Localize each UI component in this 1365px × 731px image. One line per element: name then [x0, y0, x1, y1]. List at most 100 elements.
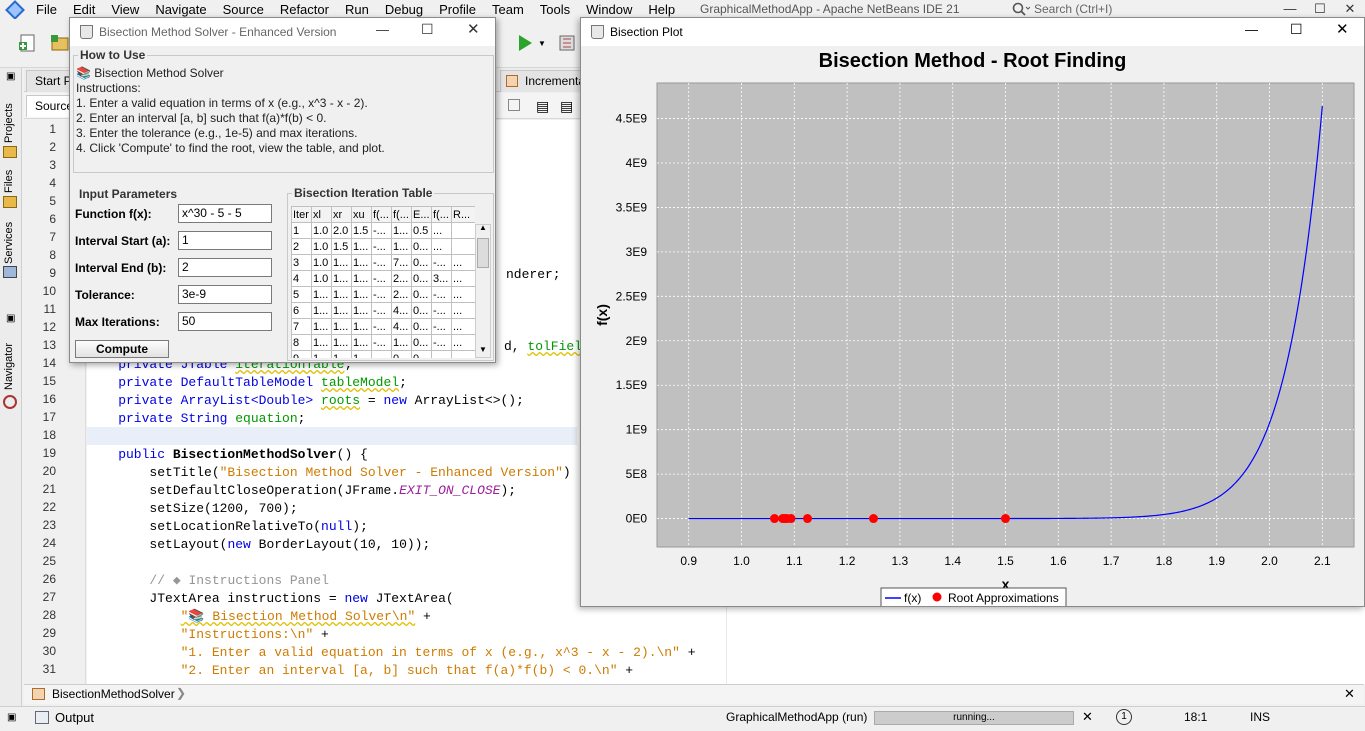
menu-run[interactable]: Run	[344, 2, 369, 17]
minimize-icon[interactable]: —	[1283, 1, 1297, 16]
output-tab[interactable]: Output	[55, 710, 95, 725]
stop-macro-icon[interactable]	[508, 99, 520, 111]
table-cell: 1...	[311, 286, 332, 303]
uncomment-icon[interactable]: ▤	[560, 98, 574, 114]
menu-window[interactable]: Window	[586, 2, 633, 17]
minimize-icon[interactable]: —	[376, 22, 389, 37]
close-navbar-icon[interactable]: ✕	[1344, 686, 1355, 701]
y-tick-label: 4E9	[626, 156, 648, 170]
notifications-icon[interactable]: 1	[1116, 709, 1132, 725]
table-row[interactable]: 2 1.0 1.5 1... -... 1... 0......	[291, 238, 475, 255]
menu-view[interactable]: View	[111, 2, 140, 17]
tab-files[interactable]: Files	[3, 169, 15, 193]
maximize-icon[interactable]: ☐	[1314, 1, 1326, 16]
tab-source[interactable]: Source	[26, 95, 83, 117]
solver-titlebar[interactable]: Bisection Method Solver - Enhanced Versi…	[70, 18, 495, 46]
restore-output-icon[interactable]: ▣	[7, 712, 17, 723]
comment-icon[interactable]: ▤	[536, 98, 550, 114]
menu-team[interactable]: Team	[492, 2, 524, 17]
tolerance-input[interactable]: 3e-9	[178, 285, 272, 304]
tab-projects[interactable]: Projects	[3, 103, 15, 143]
menu-refactor[interactable]: Refactor	[279, 2, 329, 17]
tolerance-label: Tolerance:	[75, 288, 135, 302]
table-column-header[interactable]: xu	[351, 206, 372, 223]
table-column-header[interactable]: E...	[411, 206, 432, 223]
line-number: 4	[49, 176, 56, 190]
menu-profile[interactable]: Profile	[439, 2, 476, 17]
scroll-thumb[interactable]	[477, 238, 489, 268]
navbar-class-name[interactable]: BisectionMethodSolver	[52, 687, 175, 701]
table-row[interactable]: 1 1.0 2.0 1.5 -... 1... 0.5...	[291, 222, 475, 239]
minimize-icon[interactable]: —	[1245, 22, 1258, 37]
ide-search-box[interactable]: Search (Ctrl+I)	[1012, 1, 1212, 17]
table-scrollbar[interactable]: ▲ ▼	[475, 223, 491, 358]
line-number: 19	[42, 446, 56, 460]
tab-navigator[interactable]: Navigator	[3, 342, 15, 390]
plot-window: Bisection Plot — ☐ ✕ Bisection Method - …	[580, 17, 1365, 607]
table-cell: -...	[371, 350, 392, 358]
menu-tools[interactable]: Tools	[539, 2, 571, 17]
table-cell: 1...	[391, 222, 412, 239]
table-column-header[interactable]: f(...	[391, 206, 412, 223]
menu-debug[interactable]: Debug	[384, 2, 424, 17]
table-cell: 1...	[351, 334, 372, 351]
table-column-header[interactable]: Iter	[291, 206, 312, 223]
restore-panel-icon[interactable]: ▣	[6, 71, 16, 82]
close-icon[interactable]: ✕	[1344, 1, 1356, 16]
table-cell: 0.5	[411, 222, 432, 239]
x-tick-label: 1.0	[733, 554, 750, 568]
line-number: 14	[42, 356, 56, 370]
new-project-icon[interactable]	[50, 33, 70, 53]
table-column-header[interactable]: R...	[451, 206, 475, 223]
table-cell: -...	[431, 286, 452, 303]
table-row[interactable]: 5 1... 1... 1... -... 2... 0... -......	[291, 286, 475, 303]
table-column-header[interactable]: xr	[331, 206, 352, 223]
compute-button[interactable]: Compute	[75, 340, 169, 358]
menu-file[interactable]: File	[36, 2, 57, 17]
table-row[interactable]: 91...1...1...-...0...0...-......	[291, 350, 475, 358]
max-iterations-label: Max Iterations:	[75, 315, 160, 329]
run-icon[interactable]	[515, 33, 535, 53]
root-approximation-point	[868, 514, 878, 524]
line-number: 11	[43, 302, 56, 316]
menu-edit[interactable]: Edit	[72, 2, 96, 17]
scroll-down-icon[interactable]: ▼	[479, 345, 487, 354]
plot-titlebar[interactable]: Bisection Plot — ☐ ✕	[581, 18, 1364, 46]
interval-start-input[interactable]: 1	[178, 231, 272, 250]
maximize-icon[interactable]: ☐	[1290, 21, 1303, 37]
table-cell: 1.5	[331, 238, 352, 255]
line-number: 20	[42, 464, 56, 478]
function-input[interactable]: x^30 - 5 - 5	[178, 204, 272, 223]
close-icon[interactable]: ✕	[1336, 21, 1349, 38]
table-column-header[interactable]: xl	[311, 206, 332, 223]
cancel-run-icon[interactable]: ✕	[1082, 709, 1093, 724]
table-row[interactable]: 6 1... 1... 1... -... 4... 0... -......	[291, 302, 475, 319]
new-file-icon[interactable]	[18, 33, 38, 53]
maximize-icon[interactable]: ☐	[421, 21, 434, 37]
close-icon[interactable]: ✕	[467, 21, 480, 38]
table-column-header[interactable]: f(...	[431, 206, 452, 223]
netbeans-logo-icon	[5, 0, 25, 20]
scroll-up-icon[interactable]: ▲	[479, 223, 487, 232]
interval-end-input[interactable]: 2	[178, 258, 272, 277]
restore-panel-icon-2[interactable]: ▣	[6, 313, 16, 324]
table-row[interactable]: 7 1... 1... 1... -... 4... 0... -......	[291, 318, 475, 335]
max-iterations-input[interactable]: 50	[178, 312, 272, 331]
tab-services[interactable]: Services	[3, 221, 15, 264]
run-dropdown-icon[interactable]: ▼	[538, 39, 546, 48]
table-column-header[interactable]: f(...	[371, 206, 392, 223]
table-cell: -...	[371, 318, 392, 335]
table-row[interactable]: 8 1... 1... 1... -... 1... 0... -......	[291, 334, 475, 351]
table-row[interactable]: 4 1.0 1... 1... -... 2... 0... 3......	[291, 270, 475, 287]
line-number: 27	[42, 590, 56, 604]
menu-help[interactable]: Help	[648, 2, 676, 17]
projects-icon	[3, 146, 17, 158]
debug-icon[interactable]	[557, 33, 577, 53]
table-cell: 5	[291, 286, 312, 303]
menu-navigate[interactable]: Navigate	[155, 2, 207, 17]
line-number: 12	[42, 320, 56, 334]
table-row[interactable]: 3 1.0 1... 1... -... 7... 0... -......	[291, 254, 475, 271]
plot-title: Bisection Plot	[610, 25, 683, 39]
menu-source[interactable]: Source	[222, 2, 264, 17]
y-tick-label: 2E9	[626, 334, 648, 348]
